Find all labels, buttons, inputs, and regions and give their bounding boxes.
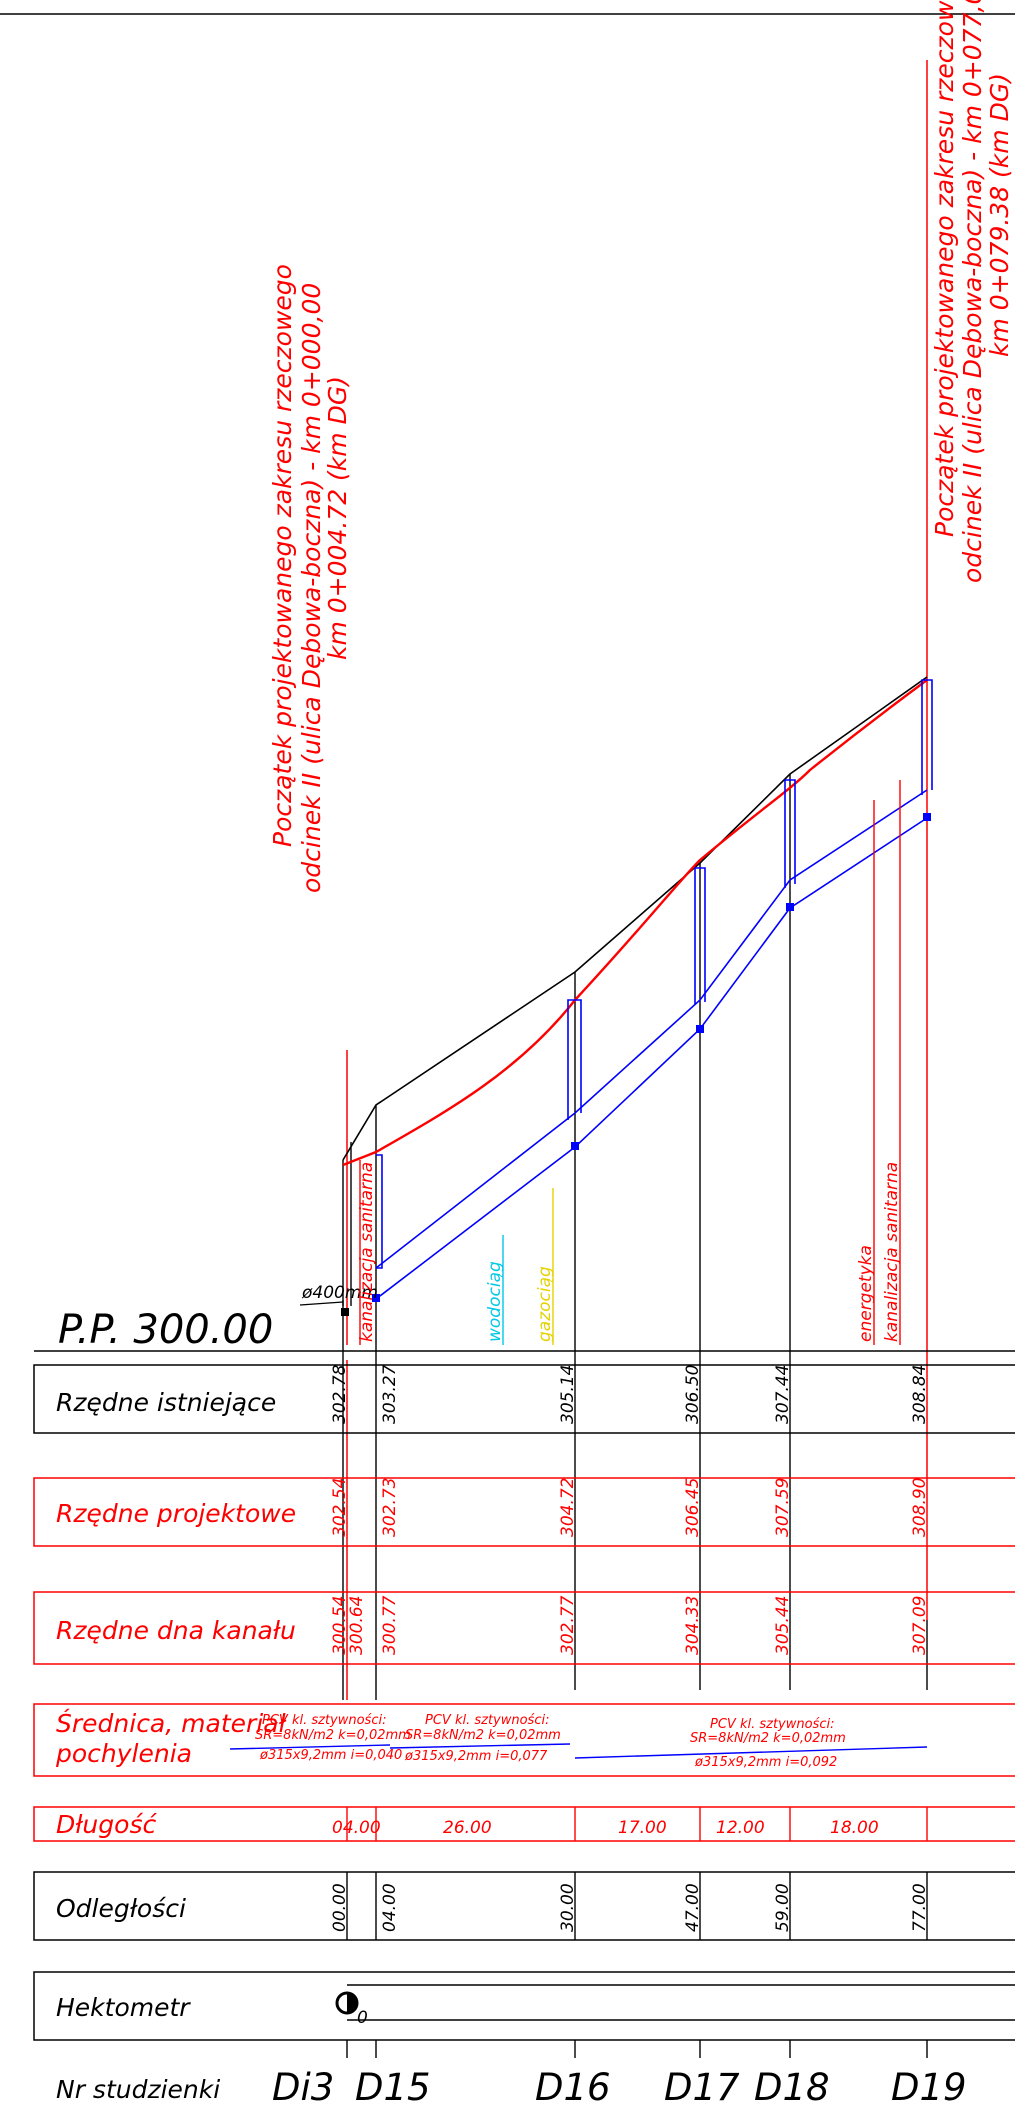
row-distance: Odległości 00.00 04.00 30.00 47.00 59.00…	[33, 1871, 1015, 1941]
sewer-pipe	[375, 679, 933, 1300]
invert-value: 302.77	[558, 1595, 578, 1655]
material-seg2-l1: PCV kl. sztywności:	[425, 1713, 549, 1728]
row-hectometer: Hektometr 0	[33, 1971, 1015, 2041]
length-value: 04.00	[332, 1818, 381, 1838]
row-designed: Rzędne projektowe 302.54 302.73 304.72 3…	[33, 1477, 1015, 1547]
section-end-line3: km 0+079.38 (km DG)	[985, 73, 1014, 357]
length-value: 26.00	[443, 1818, 492, 1838]
hectometer-value: 0	[357, 2008, 368, 2028]
datum-label: P.P. 300.00	[58, 1307, 273, 1353]
section-end-label: Początek projektowanego zakresu rzeczowe…	[930, 0, 1014, 583]
row-material-label-2: pochylenia	[55, 1739, 192, 1768]
row-manhole: Nr studzienki Di3 D15 D16 D17 D18 D19	[56, 2040, 967, 2109]
material-seg3-l1: PCV kl. sztywności:	[710, 1717, 834, 1732]
section-start-line2: odcinek II (ulica Dębowa-boczna) - km 0+…	[297, 283, 326, 893]
section-start-label: Początek projektowanego zakresu rzeczowe…	[268, 264, 352, 893]
length-value: 12.00	[716, 1818, 765, 1838]
manhole-d16: D16	[535, 2066, 611, 2109]
material-seg2-l2: SR=8kN/m2 k=0,02mm	[405, 1728, 561, 1743]
row-length: Długość 04.00 26.00 17.00 12.00 18.00	[33, 1806, 1015, 1842]
length-value: 17.00	[618, 1818, 667, 1838]
invert-value: 300.77	[380, 1595, 400, 1655]
manhole-d18: D18	[754, 2066, 830, 2109]
designed-value: 307.59	[773, 1478, 793, 1537]
row-material: Średnica, materiał pochylenia PCV kl. sz…	[33, 1703, 1015, 1777]
row-existing-label: Rzędne istniejące	[56, 1388, 276, 1417]
row-length-label: Długość	[56, 1810, 157, 1839]
designed-value: 302.73	[380, 1478, 400, 1537]
pipe-diameter-leader	[299, 1301, 344, 1306]
manhole-di3: Di3	[272, 2066, 334, 2109]
designed-value: 302.54	[330, 1478, 350, 1537]
distance-value: 04.00	[380, 1883, 400, 1932]
material-seg3-l2: SR=8kN/m2 k=0,02mm	[690, 1731, 846, 1746]
utility-gas: gazociąg	[535, 1266, 555, 1342]
section-start-line3: km 0+004.72 (km DG)	[323, 376, 352, 660]
row-hectometer-label: Hektometr	[56, 1993, 191, 2022]
row-existing: Rzędne istniejące 302.78 303.27 305.14 3…	[33, 1364, 1015, 1434]
utility-water: wodociąg	[485, 1261, 505, 1342]
utility-sewer-2: kanalizacja sanitarna	[882, 1162, 902, 1342]
material-seg1-l3: ø315x9,2mm i=0,040	[259, 1748, 402, 1763]
distance-value: 30.00	[558, 1883, 578, 1932]
manhole-d15: D15	[355, 2066, 431, 2109]
section-start-line1: Początek projektowanego zakresu rzeczowe…	[268, 264, 297, 847]
utility-power: energetyka	[856, 1245, 876, 1342]
material-seg1-l2: SR=8kN/m2 k=0,02mm	[255, 1728, 411, 1743]
existing-value: 306.50	[683, 1365, 703, 1424]
row-manhole-label: Nr studzienki	[56, 2075, 220, 2104]
manhole-d19: D19	[891, 2066, 967, 2109]
material-seg2-l3: ø315x9,2mm i=0,077	[404, 1749, 548, 1764]
existing-value: 303.27	[380, 1364, 400, 1424]
manhole-d17: D17	[664, 2066, 740, 2109]
section-end-line2: odcinek II (ulica Dębowa-boczna) - km 0+…	[958, 0, 987, 583]
material-seg3-l3: ø315x9,2mm i=0,092	[694, 1755, 837, 1770]
existing-pipe-marker	[341, 1308, 349, 1316]
designed-value: 308.90	[910, 1478, 930, 1537]
section-end-line1: Początek projektowanego zakresu rzeczowe…	[930, 0, 959, 537]
row-material-label-1: Średnica, materiał	[56, 1708, 287, 1738]
row-invert: Rzędne dna kanału 300.54 300.64 300.77 3…	[33, 1591, 1015, 1665]
utility-sewer-1: kanalizacja sanitarna	[357, 1162, 377, 1342]
designed-terrain-line	[342, 679, 928, 1167]
designed-value: 306.45	[683, 1478, 703, 1537]
distance-value: 00.00	[330, 1883, 350, 1932]
existing-value: 308.84	[910, 1365, 930, 1424]
distance-value: 77.00	[910, 1883, 930, 1932]
existing-value: 305.14	[558, 1365, 578, 1424]
invert-value: 300.64	[347, 1596, 367, 1655]
pipe-diameter-label: ø400mm	[301, 1283, 378, 1303]
invert-value: 304.33	[683, 1596, 703, 1655]
existing-terrain-line	[342, 676, 928, 1161]
row-designed-label: Rzędne projektowe	[56, 1499, 296, 1528]
manhole-markers	[372, 813, 931, 1302]
invert-value: 300.54	[330, 1596, 350, 1655]
row-invert-label: Rzędne dna kanału	[56, 1616, 296, 1645]
existing-value: 302.78	[330, 1364, 350, 1424]
invert-value: 305.44	[773, 1596, 793, 1655]
length-value: 18.00	[830, 1818, 879, 1838]
invert-value: 307.09	[910, 1596, 930, 1655]
designed-value: 304.72	[558, 1478, 578, 1537]
row-distance-label: Odległości	[56, 1894, 186, 1923]
distance-value: 59.00	[773, 1883, 793, 1932]
material-seg1-l1: PCV kl. sztywności:	[262, 1713, 386, 1728]
distance-value: 47.00	[683, 1883, 703, 1932]
existing-value: 307.44	[773, 1365, 793, 1424]
